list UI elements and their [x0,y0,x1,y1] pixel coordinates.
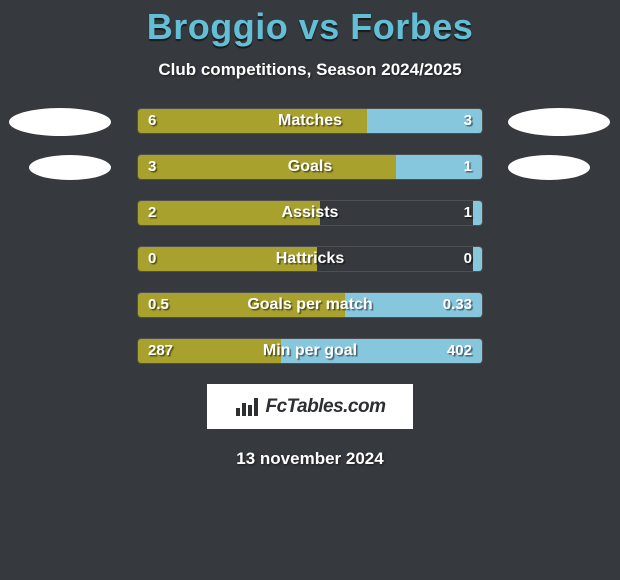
bar-left [138,293,345,317]
bar-right [345,293,482,317]
bar-right [281,339,482,363]
player-left-badge-2 [29,155,111,180]
bar-left [138,339,281,363]
bar-left [138,155,396,179]
player-right-badge-2 [508,155,590,180]
stat-row: Goals31 [137,154,483,180]
brand-text: FcTables.com [265,396,385,418]
chart-area: Matches63 Goals31 Assists21 Hattricks00 Goal… [0,108,620,364]
brand-badge[interactable]: FcTables.com [207,384,413,429]
stat-row: Min per goal287402 [137,338,483,364]
subtitle: Club competitions, Season 2024/2025 [0,60,620,80]
brand-icon [234,396,260,418]
stat-row: Assists21 [137,200,483,226]
page-title: Broggio vs Forbes [0,6,620,48]
bar-right [396,155,482,179]
comparison-widget: Broggio vs Forbes Club competitions, Sea… [0,0,620,469]
bar-left [138,109,367,133]
bar-right [473,201,482,225]
bar-right [367,109,482,133]
stat-row: Goals per match0.50.33 [137,292,483,318]
player-right-badge [508,108,610,136]
bars-container: Matches63 Goals31 Assists21 Hattricks00 Goal… [137,108,483,364]
bar-left [138,247,317,271]
stat-row: Hattricks00 [137,246,483,272]
bar-left [138,201,320,225]
bar-right [473,247,482,271]
date-label: 13 november 2024 [0,449,620,469]
stat-row: Matches63 [137,108,483,134]
player-left-badge [9,108,111,136]
